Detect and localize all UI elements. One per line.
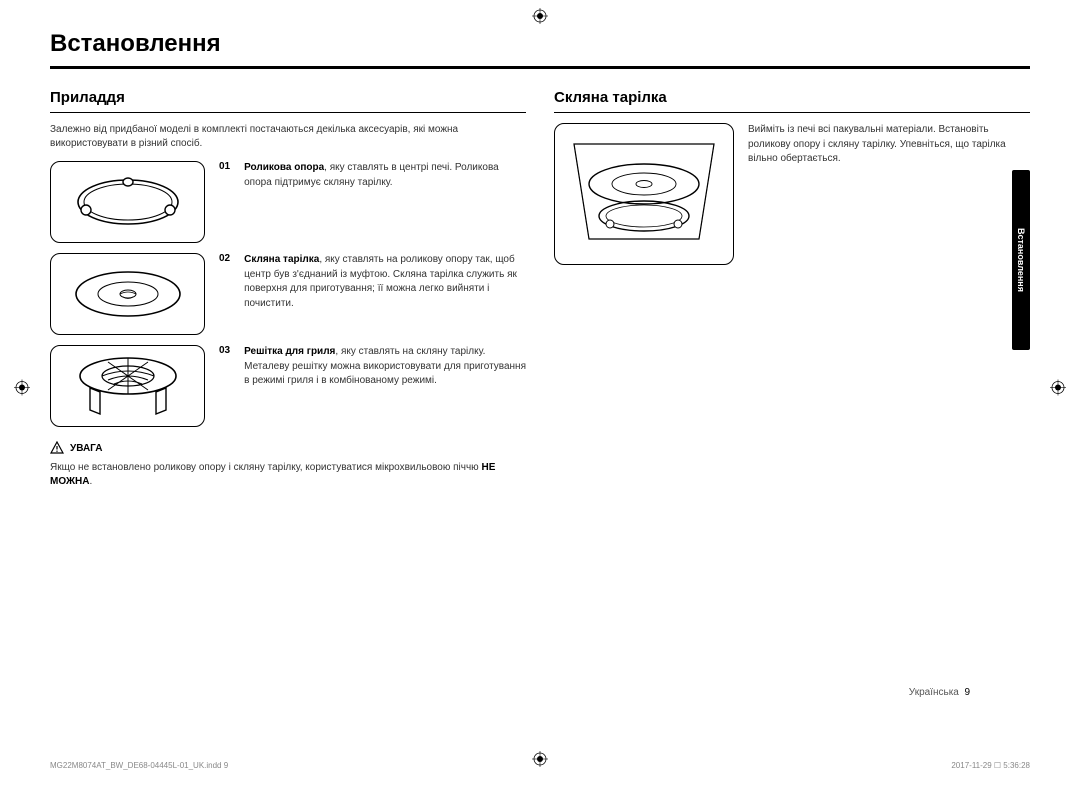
grill-rack-figure: [50, 345, 205, 427]
grill-rack-icon: [68, 352, 188, 420]
accessory-row: 01 Роликова опора, яку ставлять в центрі…: [50, 161, 526, 243]
accessories-intro: Залежно від придбаної моделі в комплекті…: [50, 123, 526, 151]
print-footer: MG22M8074AT_BW_DE68-04445L-01_UK.indd 9 …: [50, 761, 1030, 770]
page-number: Українська 9: [909, 687, 970, 698]
crop-mark-left-icon: [14, 380, 30, 401]
left-column: Приладдя Залежно від придбаної моделі в …: [50, 89, 526, 489]
turntable-text: Вийміть із печі всі пакувальні матеріали…: [748, 123, 1030, 167]
accessories-heading: Приладдя: [50, 89, 526, 113]
glass-plate-icon: [68, 264, 188, 324]
page: Встановлення Приладдя Залежно від придба…: [50, 30, 1030, 750]
crop-mark-top-icon: [532, 8, 548, 29]
content-columns: Приладдя Залежно від придбаної моделі в …: [50, 89, 1030, 489]
item-number: 02: [219, 253, 230, 264]
footer-timestamp: 2017-11-29 ☐ 5:36:28: [951, 761, 1030, 770]
caution-label: УВАГА: [70, 443, 102, 454]
section-tab: Встановлення: [1012, 170, 1030, 350]
turntable-row: Вийміть із печі всі пакувальні матеріали…: [554, 123, 1030, 265]
item-description: Скляна тарілка, яку ставлять на роликову…: [244, 253, 526, 311]
footer-filename: MG22M8074AT_BW_DE68-04445L-01_UK.indd 9: [50, 761, 228, 770]
item-number: 03: [219, 345, 230, 356]
caution-header: УВАГА: [50, 441, 526, 455]
warning-icon: [50, 441, 64, 455]
turntable-heading: Скляна тарілка: [554, 89, 1030, 113]
title-rule: [50, 66, 1030, 69]
item-description: Роликова опора, яку ставлять в центрі пе…: [244, 161, 526, 190]
caution-text: Якщо не встановлено роликову опору і скл…: [50, 461, 526, 489]
page-title: Встановлення: [50, 30, 1030, 58]
item-number: 01: [219, 161, 230, 172]
accessory-row: 03 Решітка для гриля, яку ставлять на ск…: [50, 345, 526, 427]
accessory-row: 02 Скляна тарілка, яку ставлять на ролик…: [50, 253, 526, 335]
roller-ring-figure: [50, 161, 205, 243]
turntable-install-figure: [554, 123, 734, 265]
roller-ring-icon: [68, 172, 188, 232]
turntable-install-icon: [564, 134, 724, 254]
crop-mark-right-icon: [1050, 380, 1066, 401]
item-description: Решітка для гриля, яку ставлять на склян…: [244, 345, 526, 389]
right-column: Скляна тарілка: [554, 89, 1030, 489]
glass-plate-figure: [50, 253, 205, 335]
